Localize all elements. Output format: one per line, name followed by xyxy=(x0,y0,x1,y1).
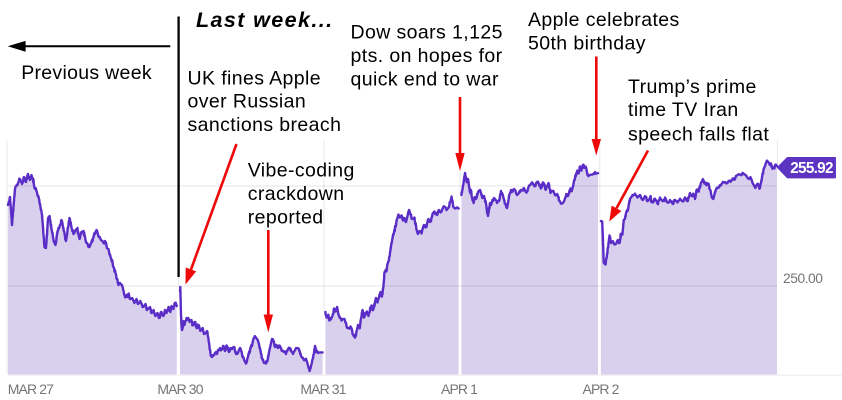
svg-text:quick end to war: quick end to war xyxy=(351,68,500,90)
svg-text:pts. on hopes for: pts. on hopes for xyxy=(351,45,503,67)
svg-text:MAR 27: MAR 27 xyxy=(8,381,54,397)
svg-text:250.00: 250.00 xyxy=(783,271,823,286)
svg-text:crackdown: crackdown xyxy=(248,183,345,205)
svg-text:50th birthday: 50th birthday xyxy=(528,33,646,55)
svg-text:reported: reported xyxy=(248,207,324,229)
svg-text:time TV Iran: time TV Iran xyxy=(628,99,739,121)
svg-text:UK fines Apple: UK fines Apple xyxy=(188,67,322,89)
svg-text:Vibe-coding: Vibe-coding xyxy=(248,160,355,182)
svg-text:APR 2: APR 2 xyxy=(583,381,620,397)
svg-text:Dow soars 1,125: Dow soars 1,125 xyxy=(351,22,503,44)
svg-text:Trump’s prime: Trump’s prime xyxy=(628,76,757,98)
svg-text:speech falls flat: speech falls flat xyxy=(628,123,769,145)
svg-text:Last week...: Last week... xyxy=(196,8,334,32)
svg-text:APR 1: APR 1 xyxy=(441,381,478,397)
svg-text:255.92: 255.92 xyxy=(790,160,833,177)
svg-text:MAR 31: MAR 31 xyxy=(300,381,346,397)
svg-text:Apple celebrates: Apple celebrates xyxy=(528,9,680,31)
svg-text:Previous week: Previous week xyxy=(21,62,152,84)
svg-text:MAR 30: MAR 30 xyxy=(157,381,203,397)
svg-text:sanctions breach: sanctions breach xyxy=(188,114,342,136)
svg-text:over Russian: over Russian xyxy=(188,91,307,113)
